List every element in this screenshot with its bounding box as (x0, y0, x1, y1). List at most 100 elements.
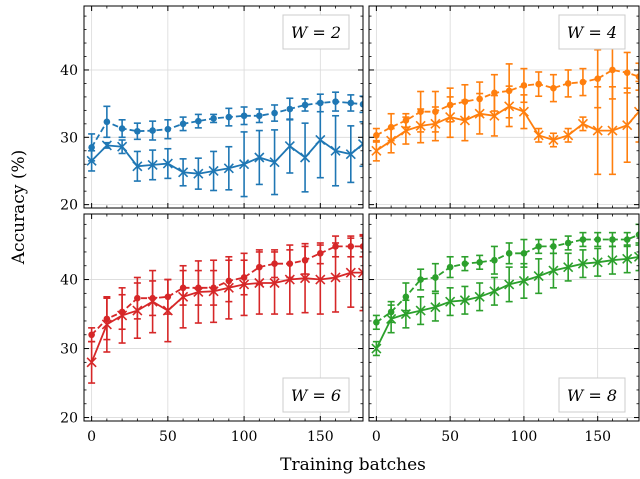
data-point (635, 73, 639, 80)
series-group (371, 223, 639, 357)
legend-box (282, 377, 350, 413)
series-group (371, 40, 639, 176)
data-point-x (445, 296, 456, 307)
panel-frame (368, 5, 640, 209)
tick-marks (84, 6, 363, 208)
data-point-x (430, 302, 441, 313)
data-point (635, 231, 639, 238)
x-tick-label: 0 (372, 429, 381, 445)
series-solid-crosses (86, 101, 363, 198)
data-point (476, 259, 483, 266)
data-point-x (101, 140, 112, 151)
data-point (88, 144, 95, 151)
tick-marks (84, 214, 363, 421)
data-point-x (284, 274, 295, 285)
panel-top-right: W = 4 (368, 5, 640, 209)
data-point-x (563, 130, 574, 141)
tick-marks (369, 214, 639, 421)
data-point-x (474, 108, 485, 119)
data-point-x (330, 272, 341, 283)
data-point-x (178, 167, 189, 178)
panel-frame (368, 213, 640, 422)
series-group (86, 91, 363, 198)
data-point-x (86, 357, 97, 368)
data-point-x (607, 125, 618, 136)
data-point-x (345, 267, 356, 278)
data-point-x (193, 168, 204, 179)
data-point-x (193, 286, 204, 298)
x-tick-label: 0 (87, 429, 96, 445)
x-tick-label: 50 (159, 429, 177, 445)
data-point-x (607, 255, 618, 266)
data-point-x (489, 286, 500, 297)
data-point (609, 236, 616, 243)
data-point-x (459, 295, 470, 306)
x-tick-label: 150 (584, 429, 611, 445)
data-point (149, 127, 156, 134)
data-point-x (518, 275, 529, 286)
series-line (375, 255, 639, 349)
data-point-x (371, 343, 382, 354)
legend-box (558, 14, 626, 50)
data-point-x (504, 279, 515, 290)
legend-label: W = 8 (567, 386, 617, 405)
data-point (359, 243, 363, 250)
data-point (594, 236, 601, 243)
series-solid-crosses (371, 242, 639, 357)
data-point (359, 101, 363, 108)
data-point-x (563, 262, 574, 273)
data-point-x (533, 271, 544, 282)
y-tick-label: 20 (60, 198, 78, 214)
data-point-x (147, 159, 158, 170)
x-axis-label: Training batches (280, 455, 426, 475)
data-point (402, 293, 410, 301)
data-point-x (147, 296, 158, 307)
data-point-x (345, 149, 356, 160)
tick-marks (369, 6, 639, 208)
data-point-x (592, 125, 603, 136)
data-point (579, 236, 587, 243)
data-point-x (415, 305, 426, 316)
series-dashed-dots (372, 223, 639, 331)
data-point (564, 239, 572, 247)
data-point (535, 80, 542, 88)
data-point-x (386, 135, 397, 146)
y-tick-label: 30 (60, 130, 78, 146)
data-point-x (269, 157, 280, 168)
data-point-x (622, 253, 633, 264)
series-line (90, 138, 363, 175)
data-point (461, 260, 469, 267)
data-point-x (430, 118, 441, 129)
data-point (332, 98, 339, 105)
data-point (550, 84, 557, 92)
data-point-x (162, 305, 173, 316)
data-point-x (132, 161, 143, 172)
data-point (134, 127, 141, 135)
legend-label: W = 2 (291, 23, 341, 42)
data-point (179, 120, 187, 128)
data-point-x (223, 163, 234, 174)
data-point-x (445, 112, 456, 123)
y-tick-label: 30 (60, 342, 78, 358)
data-point (550, 243, 557, 250)
legend: W = 6 (282, 377, 350, 413)
panel-bottom-left: 20 30 40 0 50 100 150 W = 6 (60, 213, 364, 445)
data-point (609, 66, 616, 74)
data-point (373, 131, 380, 139)
data-point-x (86, 155, 97, 166)
data-point-x (459, 115, 470, 126)
data-point-x (400, 308, 411, 320)
data-point (446, 263, 454, 271)
data-point-x (518, 106, 529, 117)
data-point (520, 82, 528, 89)
data-point-x (415, 120, 426, 131)
data-point (491, 89, 498, 97)
data-point-x (315, 274, 326, 285)
y-tick-label: 40 (60, 63, 78, 79)
x-tick-label: 100 (231, 429, 258, 445)
data-point (164, 125, 172, 133)
data-point-x (633, 106, 639, 117)
data-point-x (633, 251, 639, 262)
panel-frame (83, 5, 364, 209)
